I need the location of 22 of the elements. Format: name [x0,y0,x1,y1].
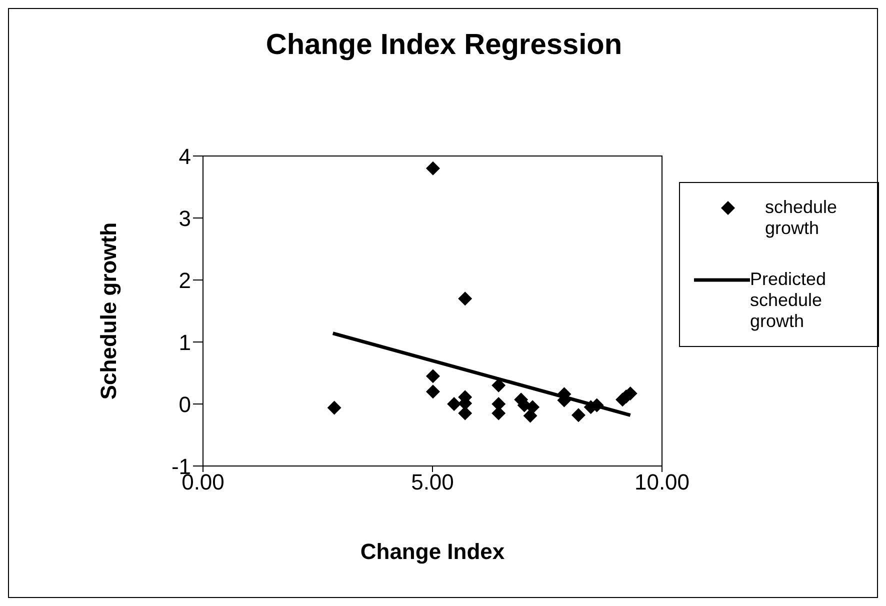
point [523,408,538,423]
x-tick-label: 10.00 [634,470,690,495]
point [327,400,342,415]
legend-label: schedule growth [765,197,838,239]
point [571,408,586,422]
point [458,406,472,420]
x-axis-title: Change Index [359,539,506,565]
point [458,292,472,306]
point [426,384,440,399]
y-tick-label: 3 [178,206,191,231]
y-tick-label: 0 [178,392,191,417]
x-tick-label: 5.00 [411,470,454,495]
legend-label: Predicted schedule growth [750,269,828,332]
y-tick-label: 2 [178,268,191,293]
point [447,397,462,411]
y-tick-label: 4 [178,144,191,169]
point [426,369,440,384]
y-axis-title: Schedule growth [96,222,122,400]
point [426,161,440,176]
chart-title: Change Index Regression [264,29,624,62]
point [492,378,506,392]
y-tick-label: 1 [178,330,191,355]
